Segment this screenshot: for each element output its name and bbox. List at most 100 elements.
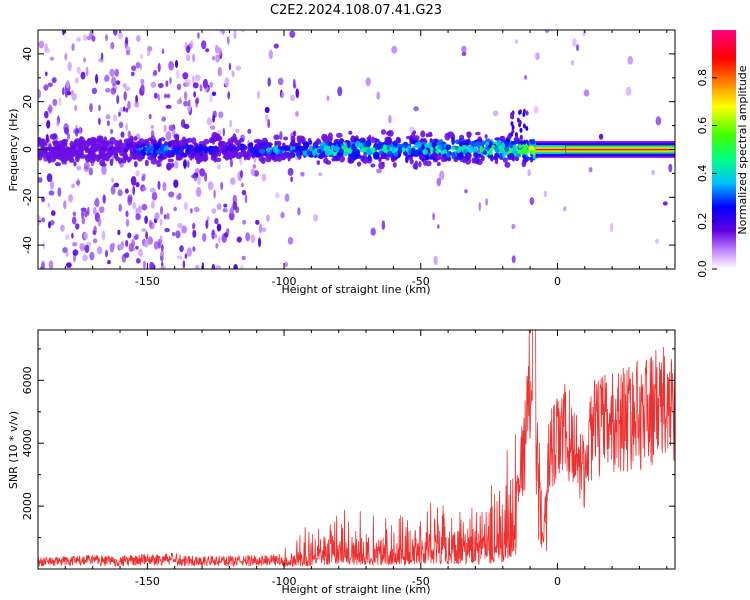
band-mark — [184, 143, 189, 151]
band-mark — [413, 135, 420, 141]
speckle-mark — [157, 93, 161, 102]
speckle-mark — [135, 170, 140, 177]
speckle-mark — [78, 126, 82, 135]
band-mark — [46, 137, 50, 143]
speckle-mark — [147, 236, 153, 245]
speckle-mark — [71, 232, 74, 239]
speckle-mark — [257, 237, 262, 248]
band-mark — [53, 140, 60, 148]
band-mark — [357, 161, 362, 167]
speckle-mark — [215, 54, 221, 63]
speckle-mark — [91, 35, 96, 42]
speckle-mark — [258, 223, 263, 234]
figure-title: C2E2.2024.108.07.41.G23 — [270, 3, 442, 18]
band-mark — [474, 141, 481, 146]
speckle-mark — [662, 201, 668, 206]
band-mark — [95, 143, 102, 149]
band-mark — [306, 150, 311, 156]
band-mark — [191, 137, 197, 145]
band-mark — [418, 152, 425, 161]
speckle-mark — [117, 229, 121, 236]
speckle-mark — [118, 244, 124, 250]
band-mark — [451, 137, 455, 145]
speckle-mark — [125, 122, 128, 131]
band-mark — [144, 159, 149, 167]
speckle-mark — [98, 104, 101, 112]
band-mark — [346, 141, 351, 148]
band-mark — [436, 161, 441, 167]
speckle-mark — [195, 187, 202, 197]
band-mark — [179, 149, 184, 154]
speckle-mark — [118, 111, 121, 117]
speckle-mark — [111, 178, 114, 183]
speckle-mark — [144, 215, 149, 224]
band-mark — [454, 157, 458, 162]
speckle-mark — [48, 260, 54, 269]
speckle-mark — [244, 194, 248, 204]
speckle-mark — [544, 30, 550, 34]
colorbar-tick-label: 0.6 — [696, 117, 709, 135]
band-mark — [291, 149, 296, 153]
band-mark — [483, 150, 487, 155]
band-mark — [518, 109, 522, 115]
y-tick-label: 4000 — [21, 429, 34, 457]
speckle-mark — [511, 223, 516, 230]
speckle-mark — [194, 74, 201, 82]
band-mark — [348, 130, 353, 135]
band-mark — [60, 143, 66, 150]
speckle-mark — [176, 83, 182, 91]
band-mark — [115, 145, 120, 151]
speckle-mark — [267, 77, 271, 87]
speckle-mark — [159, 235, 163, 242]
band-mark — [440, 156, 447, 163]
speckle-mark — [176, 255, 183, 260]
band-mark — [474, 131, 481, 136]
spectrogram-marks — [38, 30, 675, 269]
band-mark — [54, 162, 62, 167]
speckle-mark — [140, 84, 145, 92]
band-mark — [504, 141, 509, 148]
speckle-mark — [149, 261, 155, 269]
band-mark — [120, 131, 125, 138]
speckle-mark — [184, 253, 188, 259]
speckle-mark — [133, 235, 139, 240]
band-mark — [510, 131, 514, 137]
speckle-mark — [66, 133, 71, 140]
speckle-mark — [137, 205, 142, 214]
band-mark — [116, 141, 123, 147]
band-mark — [354, 147, 358, 153]
speckle-mark — [157, 180, 161, 190]
speckle-mark — [135, 245, 139, 250]
speckle-mark — [140, 78, 145, 85]
band-mark — [316, 160, 320, 165]
band-mark — [297, 141, 301, 146]
speckle-mark — [141, 176, 146, 182]
band-mark — [86, 138, 91, 147]
band-mark — [224, 153, 230, 161]
band-mark — [327, 132, 333, 141]
speckle-mark — [326, 95, 330, 102]
band-mark — [484, 134, 488, 139]
band-mark — [343, 142, 348, 150]
band-mark — [316, 149, 322, 154]
speckle-mark — [192, 82, 199, 89]
speckle-mark — [92, 207, 97, 215]
speckle-mark — [139, 54, 144, 59]
band-mark — [239, 137, 244, 143]
band-mark — [428, 131, 433, 136]
speckle-mark — [168, 60, 175, 71]
band-mark — [472, 147, 478, 154]
band-mark — [284, 145, 291, 151]
speckle-mark — [48, 190, 55, 196]
band-mark — [446, 152, 450, 159]
band-mark — [371, 136, 375, 144]
band-mark — [409, 138, 413, 145]
speckle-mark — [150, 81, 157, 88]
speckle-mark — [125, 218, 130, 227]
band-mark — [530, 139, 536, 145]
speckle-mark — [89, 251, 95, 261]
band-mark — [180, 152, 188, 158]
speckle-mark — [391, 45, 398, 54]
carrier-mark — [535, 148, 675, 151]
